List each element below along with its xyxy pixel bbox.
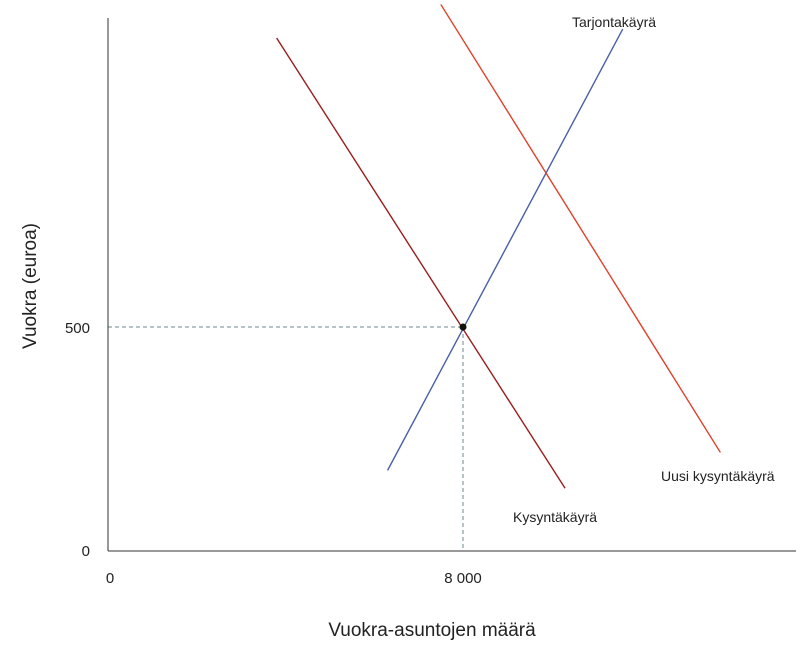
x-tick-label-0: 0 <box>106 570 114 587</box>
new-demand-curve <box>440 4 721 453</box>
demand-curve <box>276 37 566 489</box>
equilibrium-point <box>459 323 467 331</box>
curves <box>276 4 721 489</box>
x-axis-title: Vuokra-asuntojen määrä <box>328 620 536 641</box>
supply-curve <box>386 28 624 471</box>
supply-curve-label: Tarjontakäyrä <box>572 14 656 30</box>
y-tick-label-0: 0 <box>82 543 90 560</box>
x-tick-label-1: 8 000 <box>444 570 482 587</box>
new-demand-curve-label: Uusi kysyntäkäyrä <box>661 468 775 484</box>
y-axis-title: Vuokra (euroa) <box>20 223 41 349</box>
demand-curve-label: Kysyntäkäyrä <box>513 509 597 525</box>
y-tick-label-1: 500 <box>65 320 90 337</box>
